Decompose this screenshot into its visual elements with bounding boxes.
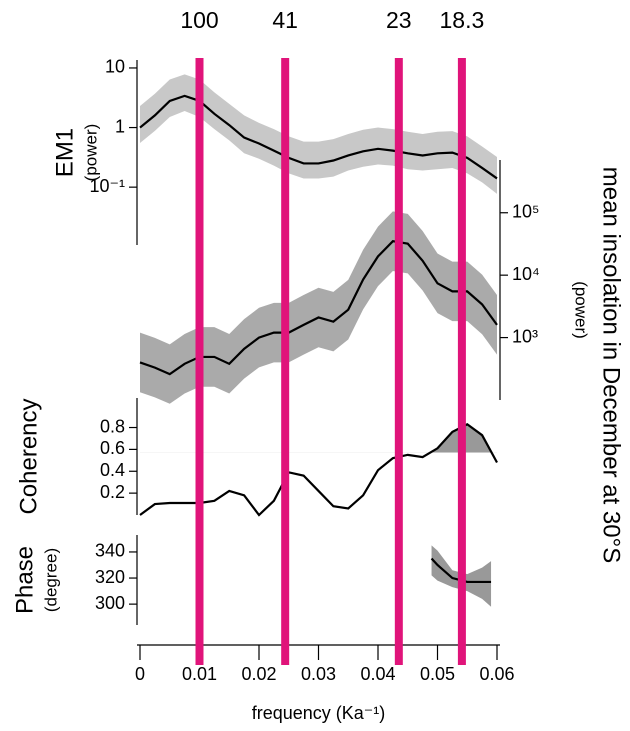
x-tick-label: 0.02 bbox=[241, 664, 276, 684]
y-tick-label: 0.4 bbox=[100, 460, 125, 480]
y-tick-label: 0.2 bbox=[100, 482, 125, 502]
x-tick-label: 0.01 bbox=[182, 664, 217, 684]
confidence-band bbox=[140, 211, 497, 404]
x-tick-label: 0.04 bbox=[360, 664, 395, 684]
y-tick-label: 10³ bbox=[512, 326, 538, 346]
y-axis-title: mean insolation in December at 30°S bbox=[598, 167, 625, 563]
y-axis-title: Phase bbox=[11, 546, 38, 614]
significance-fill bbox=[140, 424, 497, 453]
period-label: 18.3 bbox=[440, 7, 485, 33]
y-tick-label: 0.6 bbox=[100, 438, 125, 458]
period-label: 23 bbox=[386, 7, 412, 33]
x-tick-label: 0 bbox=[135, 664, 145, 684]
x-tick-label: 0.03 bbox=[301, 664, 336, 684]
y-axis-subtitle: (power) bbox=[572, 281, 591, 339]
y-axis-title: Coherency bbox=[15, 398, 42, 514]
x-axis-title: frequency (Ka⁻¹) bbox=[252, 703, 386, 723]
period-label: 41 bbox=[272, 7, 298, 33]
confidence-band bbox=[140, 74, 497, 194]
y-tick-label: 10⁻¹ bbox=[89, 176, 125, 196]
y-tick-label: 320 bbox=[95, 567, 125, 587]
y-tick-label: 10 bbox=[105, 57, 125, 77]
x-tick-label: 0.06 bbox=[479, 664, 514, 684]
y-tick-label: 300 bbox=[95, 593, 125, 613]
y-tick-label: 10⁵ bbox=[512, 201, 539, 221]
y-tick-label: 340 bbox=[95, 541, 125, 561]
y-axis-subtitle: (degree) bbox=[41, 548, 60, 612]
period-label: 100 bbox=[180, 7, 218, 33]
y-axis-subtitle: (power) bbox=[81, 124, 100, 182]
y-tick-label: 0.8 bbox=[100, 416, 125, 436]
y-axis-title: EM1 bbox=[51, 128, 78, 177]
data-line bbox=[139, 422, 498, 517]
y-tick-label: 10⁴ bbox=[512, 264, 540, 284]
x-tick-label: 0.05 bbox=[420, 664, 455, 684]
y-tick-label: 1 bbox=[115, 116, 125, 136]
